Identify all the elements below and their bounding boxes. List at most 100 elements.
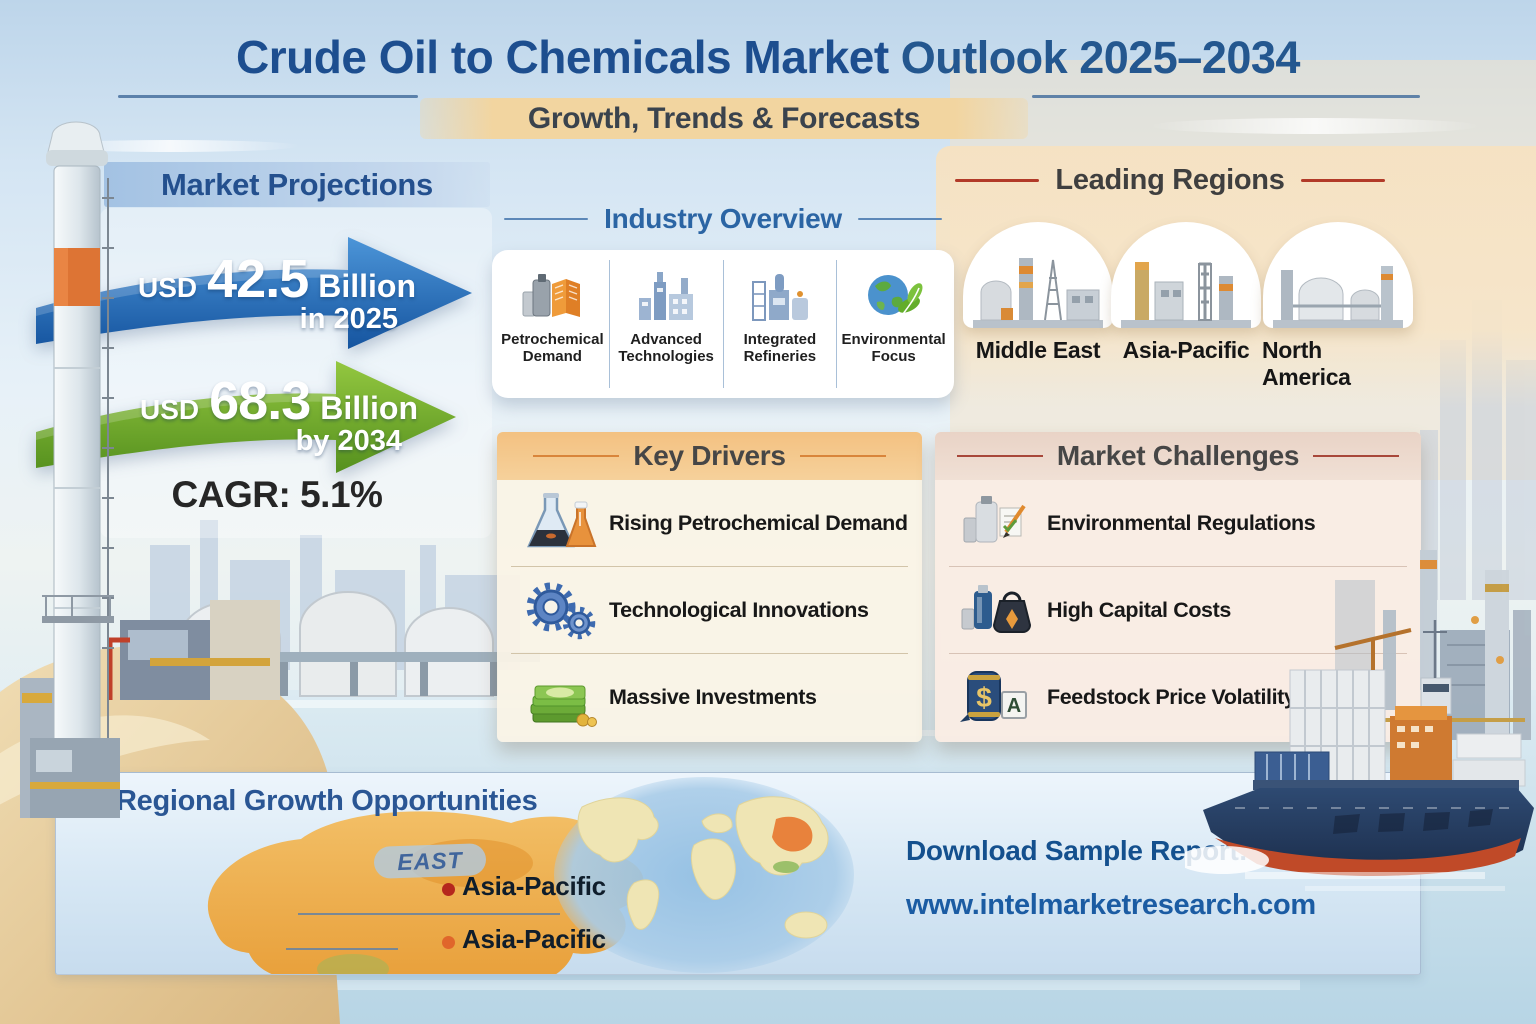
divider — [949, 653, 1407, 654]
integrated-refineries-icon — [749, 268, 811, 326]
growth-bullet — [442, 936, 455, 949]
divider — [511, 566, 908, 567]
challenge-label: Feedstock Price Volatility — [1047, 684, 1296, 709]
overview-item-label: Environmental Focus — [841, 331, 946, 365]
container-ship-illustration — [1185, 550, 1534, 891]
unit-2025: Billion — [318, 268, 416, 304]
barrel-price-icon: $ A — [951, 666, 1047, 728]
middle-east-refinery-icon — [963, 222, 1113, 328]
cloud-streak — [40, 140, 300, 152]
amount-2025: 42.5 — [207, 249, 309, 309]
driver-massive-investments: Massive Investments — [497, 654, 922, 740]
overview-item-integrated-refineries: Integrated Refineries — [722, 260, 837, 388]
overview-item-label: Petrochemical Demand — [501, 331, 604, 365]
overview-item-label: Integrated Refineries — [743, 331, 817, 365]
divider — [533, 455, 620, 457]
divider — [286, 948, 398, 950]
industry-overview-header: Industry Overview — [492, 203, 954, 235]
title-underline-left — [118, 95, 418, 98]
driver-rising-petrochemical-demand: Rising Petrochemical Demand — [497, 480, 922, 566]
cloud-streak — [1150, 118, 1480, 134]
value-2025: USD 42.5 Billion — [132, 248, 422, 310]
currency-2034: USD — [140, 394, 200, 425]
overview-item-environmental-focus: Environmental Focus — [836, 260, 950, 388]
divider — [955, 179, 1040, 182]
challenge-label: High Capital Costs — [1047, 597, 1231, 622]
amount-2034: 68.3 — [209, 371, 311, 431]
industry-overview-title: Industry Overview — [604, 203, 842, 234]
divider — [949, 566, 1407, 567]
divider — [511, 653, 908, 654]
market-challenges-title: Market Challenges — [1056, 440, 1300, 471]
environmental-focus-icon — [863, 268, 925, 326]
unit-2034: Billion — [320, 390, 418, 426]
asia-pacific-refinery-icon — [1111, 222, 1261, 328]
divider — [1313, 455, 1400, 457]
subtitle: Growth, Trends & Forecasts — [527, 101, 921, 135]
region-asia-pacific: Asia-Pacific — [1110, 222, 1262, 364]
title-underline-right — [1032, 95, 1420, 98]
driver-technological-innovations: Technological Innovations — [497, 567, 922, 653]
region-north-america: North America — [1262, 222, 1414, 391]
driver-label: Rising Petrochemical Demand — [609, 510, 908, 535]
world-map — [554, 777, 854, 973]
value-2034: USD 68.3 Billion — [134, 370, 424, 432]
growth-region-2: Asia-Pacific — [462, 924, 606, 954]
capital-bag-icon — [951, 579, 1047, 641]
key-drivers-panel: Key Drivers Rising Petrochemical Demand — [497, 432, 922, 742]
projection-arrow-2034 — [36, 361, 456, 473]
regulation-document-icon — [951, 492, 1047, 554]
divider — [857, 217, 942, 221]
market-projections-title: Market Projections — [161, 166, 433, 202]
download-url-link[interactable]: www.intelmarketresearch.com — [906, 889, 1316, 921]
gears-icon — [513, 579, 609, 641]
market-challenges-header: Market Challenges — [935, 432, 1421, 480]
projections-backdrop — [100, 208, 492, 538]
subtitle-banner: Growth, Trends & Forecasts — [420, 98, 1028, 139]
key-drivers-header: Key Drivers — [497, 432, 922, 480]
period-2034: by 2034 — [295, 425, 402, 457]
regional-growth-title: Regional Growth Opportunities — [116, 785, 538, 817]
market-projections-header: Market Projections — [104, 162, 490, 207]
regional-growth-panel: Regional Growth Opportunities EAST Asia-… — [55, 772, 1421, 975]
challenge-label: Environmental Regulations — [1047, 510, 1316, 535]
divider — [298, 913, 560, 915]
driver-label: Technological Innovations — [609, 597, 869, 622]
svg-text:A: A — [1007, 695, 1021, 717]
key-drivers-title: Key Drivers — [633, 440, 786, 471]
page-title: Crude Oil to Chemicals Market Outlook 202… — [0, 30, 1536, 84]
advanced-technologies-icon — [635, 268, 697, 326]
divider — [504, 217, 589, 221]
divider — [1300, 179, 1385, 182]
challenge-feedstock-price-volatility: $ A Feedstock Price Volatility — [935, 654, 1421, 740]
currency-2025: USD — [138, 272, 198, 303]
challenge-environmental-regulations: Environmental Regulations — [935, 480, 1421, 566]
page-title-rest: Outlook 2025–2034 — [900, 32, 1301, 83]
overview-item-label: Advanced Technologies — [618, 331, 714, 365]
growth-bullet — [442, 883, 455, 896]
east-label: EAST — [396, 846, 464, 875]
svg-text:$: $ — [976, 682, 992, 713]
divider — [956, 455, 1043, 457]
overview-item-advanced-technologies: Advanced Technologies — [608, 260, 723, 388]
page-title-bold: Crude Oil to Chemicals Market — [236, 31, 889, 83]
region-middle-east: Middle East — [962, 222, 1114, 364]
driver-label: Massive Investments — [609, 684, 817, 709]
petrochemical-demand-icon — [521, 268, 583, 326]
north-america-refinery-icon — [1263, 222, 1413, 328]
flasks-icon — [513, 492, 609, 554]
leading-regions-title: Leading Regions — [1055, 164, 1285, 196]
period-2025: in 2025 — [299, 303, 398, 335]
leading-regions-header: Leading Regions — [950, 164, 1390, 197]
region-label: Middle East — [975, 337, 1101, 363]
overview-item-petrochemical-demand: Petrochemical Demand — [496, 260, 609, 388]
divider — [799, 455, 886, 457]
cagr-value: CAGR: 5.1% — [171, 474, 383, 515]
industry-overview-card: Petrochemical Demand — [492, 250, 954, 398]
region-label: Asia-Pacific — [1122, 337, 1250, 363]
region-label: North America — [1262, 337, 1351, 390]
refinery-tower-illustration — [20, 121, 120, 818]
challenge-high-capital-costs: High Capital Costs — [935, 567, 1421, 653]
money-stack-icon — [513, 666, 609, 728]
